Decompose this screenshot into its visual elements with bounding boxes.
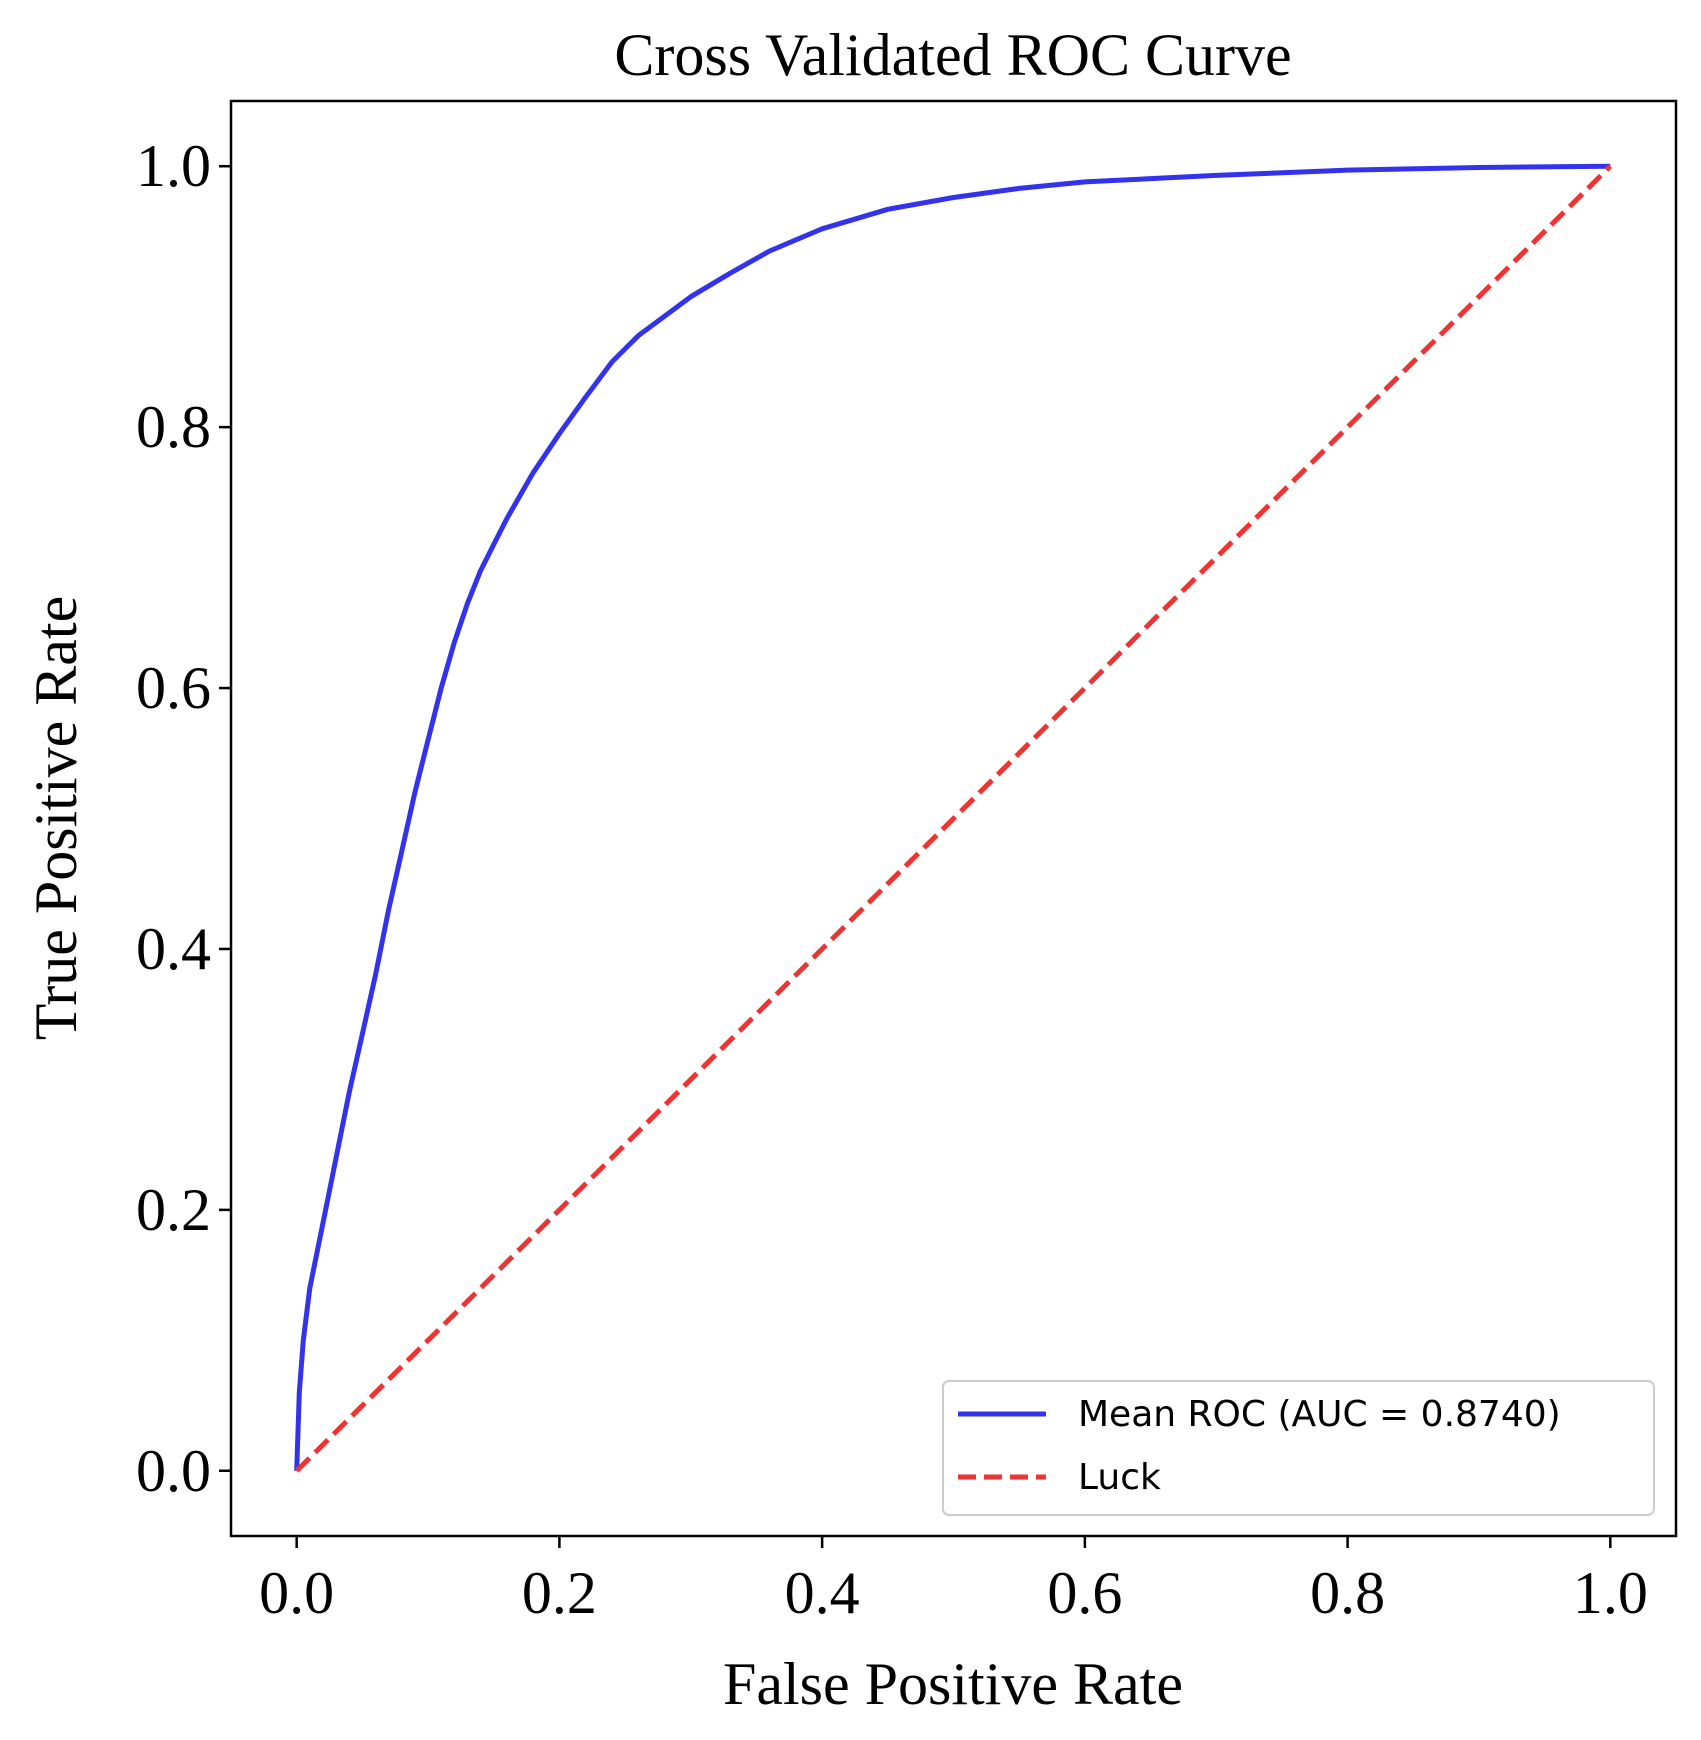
- x-tick-label: 0.6: [1047, 1560, 1122, 1626]
- x-tick-label: 0.0: [259, 1560, 334, 1626]
- plot-area: [294, 163, 1613, 1473]
- y-tick-label: 0.6: [136, 655, 211, 721]
- x-axis-label: False Positive Rate: [723, 1651, 1183, 1717]
- y-tick-label: 0.2: [136, 1177, 211, 1243]
- legend-label-mean-roc: Mean ROC (AUC = 0.8740): [1078, 1394, 1561, 1435]
- y-axis: 0.0 0.2 0.4 0.6 0.8 1.0: [136, 133, 231, 1504]
- luck-line: [294, 164, 1613, 1473]
- x-tick-label: 0.2: [522, 1560, 597, 1626]
- x-tick-label: 1.0: [1573, 1560, 1648, 1626]
- legend-label-luck: Luck: [1078, 1457, 1161, 1498]
- x-axis: 0.0 0.2 0.4 0.6 0.8 1.0: [259, 1536, 1648, 1626]
- y-tick-label: 0.4: [136, 916, 211, 982]
- y-tick-label: 1.0: [136, 133, 211, 199]
- chart-title: Cross Validated ROC Curve: [614, 22, 1291, 88]
- mean-roc-line: [294, 163, 1611, 1471]
- y-axis-label: True Positive Rate: [23, 596, 89, 1040]
- x-tick-label: 0.4: [785, 1560, 860, 1626]
- legend: Mean ROC (AUC = 0.8740) Luck: [942, 1380, 1655, 1516]
- y-tick-label: 0.0: [136, 1438, 211, 1504]
- x-tick-label: 0.8: [1310, 1560, 1385, 1626]
- y-tick-label: 0.8: [136, 394, 211, 460]
- plot-frame: [229, 99, 1678, 1538]
- legend-box: [942, 1380, 1655, 1516]
